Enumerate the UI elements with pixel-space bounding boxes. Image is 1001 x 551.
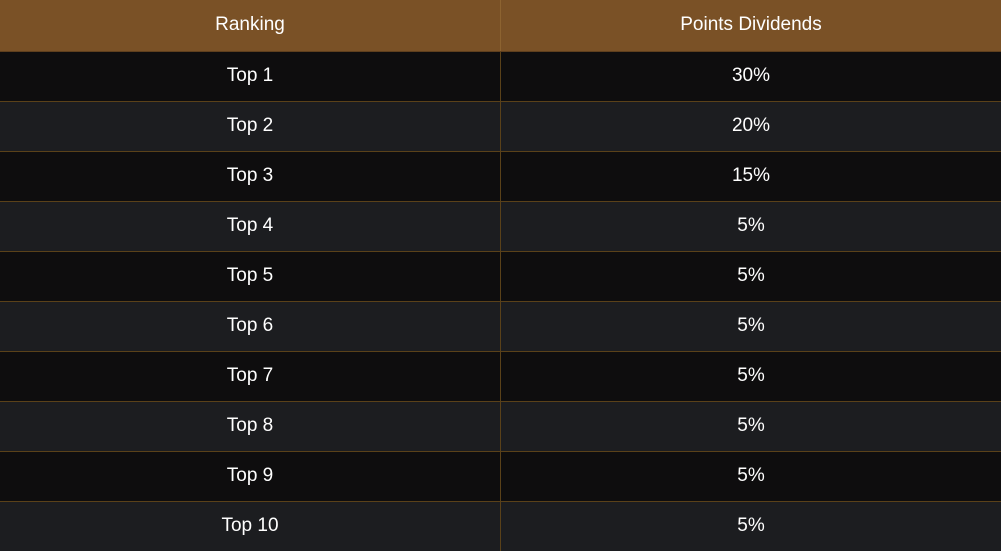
dividend-cell: 5% [500, 250, 1001, 301]
table-row: Top 8 5% [0, 400, 1001, 451]
dividend-cell: 15% [500, 150, 1001, 201]
ranking-cell: Top 8 [0, 400, 501, 451]
table-row: Top 1 30% [0, 50, 1001, 101]
ranking-cell: Top 9 [0, 450, 501, 501]
dividend-cell: 5% [500, 500, 1001, 551]
dividend-cell: 5% [500, 400, 1001, 451]
ranking-cell: Top 2 [0, 100, 501, 151]
table-row: Top 7 5% [0, 350, 1001, 401]
ranking-cell: Top 3 [0, 150, 501, 201]
table-row: Top 6 5% [0, 300, 1001, 351]
dividend-cell: 5% [500, 350, 1001, 401]
dividend-cell: 30% [500, 50, 1001, 101]
table-row: Top 4 5% [0, 200, 1001, 251]
header-ranking: Ranking [0, 0, 501, 52]
table-header: Ranking Points Dividends [0, 0, 1001, 52]
ranking-cell: Top 1 [0, 50, 501, 101]
table-row: Top 10 5% [0, 500, 1001, 551]
header-row: Ranking Points Dividends [0, 0, 1001, 52]
dividend-cell: 5% [500, 300, 1001, 351]
table-body: Top 1 30% Top 2 20% Top 3 15% Top 4 5% T… [0, 50, 1001, 551]
dividend-cell: 5% [500, 450, 1001, 501]
table-row: Top 2 20% [0, 100, 1001, 151]
ranking-cell: Top 4 [0, 200, 501, 251]
ranking-cell: Top 6 [0, 300, 501, 351]
dividend-cell: 5% [500, 200, 1001, 251]
ranking-cell: Top 10 [0, 500, 501, 551]
dividend-cell: 20% [500, 100, 1001, 151]
ranking-cell: Top 7 [0, 350, 501, 401]
ranking-cell: Top 5 [0, 250, 501, 301]
header-points-dividends: Points Dividends [500, 0, 1001, 52]
table-row: Top 3 15% [0, 150, 1001, 201]
table-row: Top 5 5% [0, 250, 1001, 301]
table-row: Top 9 5% [0, 450, 1001, 501]
